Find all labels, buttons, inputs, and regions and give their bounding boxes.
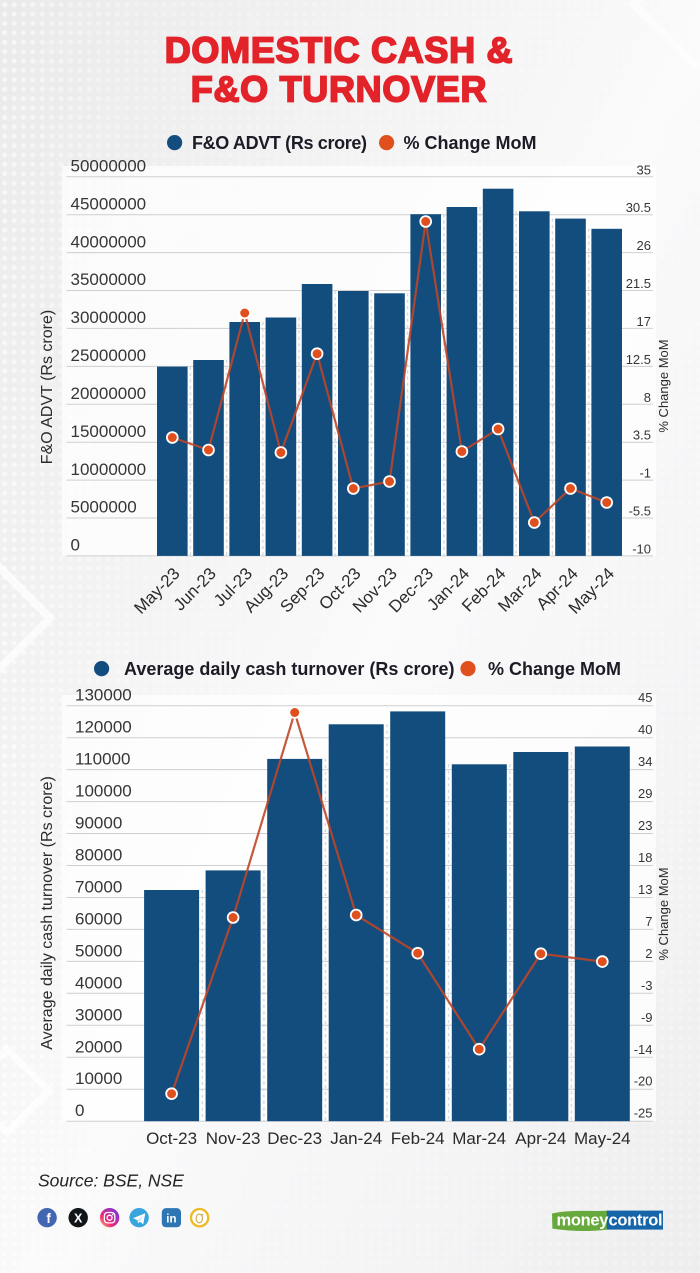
svg-text:Dec-23: Dec-23 [267, 1129, 322, 1148]
svg-text:Source: BSE, NSE: Source: BSE, NSE [38, 1171, 184, 1191]
svg-text:13: 13 [638, 882, 652, 897]
svg-text:80000: 80000 [75, 846, 122, 865]
svg-text:21.5: 21.5 [626, 276, 651, 291]
svg-text:2: 2 [645, 946, 652, 961]
svg-text:Oct-23: Oct-23 [146, 1129, 197, 1148]
svg-text:10000: 10000 [75, 1069, 122, 1088]
svg-text:18: 18 [638, 850, 652, 865]
svg-text:30.5: 30.5 [626, 200, 651, 215]
svg-text:40000000: 40000000 [71, 232, 147, 251]
svg-text:120000: 120000 [75, 718, 132, 737]
svg-text:29: 29 [638, 786, 652, 801]
svg-text:X: X [74, 1211, 83, 1225]
svg-text:control: control [609, 1211, 663, 1229]
svg-text:f: f [46, 1211, 51, 1226]
svg-text:-5.5: -5.5 [629, 504, 651, 519]
svg-text:-3: -3 [641, 978, 653, 993]
svg-text:0: 0 [75, 1101, 84, 1120]
svg-text:60000: 60000 [75, 909, 122, 928]
svg-text:70000: 70000 [75, 878, 122, 897]
svg-text:40000: 40000 [75, 973, 122, 992]
svg-text:-10: -10 [632, 541, 651, 556]
svg-text:3.5: 3.5 [633, 428, 651, 443]
svg-text:Average daily cash turnover (R: Average daily cash turnover (Rs crore) [39, 776, 56, 1050]
svg-text:8: 8 [644, 390, 651, 405]
svg-text:Mar-24: Mar-24 [452, 1129, 506, 1148]
svg-text:-9: -9 [641, 1010, 653, 1025]
svg-text:30000: 30000 [75, 1005, 122, 1024]
svg-text:35000000: 35000000 [71, 270, 147, 289]
svg-text:17: 17 [637, 314, 651, 329]
svg-text:-1: -1 [639, 466, 651, 481]
svg-text:35: 35 [637, 162, 651, 177]
svg-text:15000000: 15000000 [71, 422, 147, 441]
svg-text:5000000: 5000000 [71, 498, 137, 517]
svg-text:F&O ADVT (Rs crore): F&O ADVT (Rs crore) [39, 310, 56, 464]
svg-text:50000: 50000 [75, 941, 122, 960]
svg-text:-14: -14 [634, 1042, 653, 1057]
svg-text:110000: 110000 [75, 750, 130, 769]
svg-text:Nov-23: Nov-23 [206, 1129, 261, 1148]
svg-text:25000000: 25000000 [71, 346, 147, 365]
svg-text:DOMESTIC CASH &: DOMESTIC CASH & [165, 30, 514, 71]
svg-text:% Change MoM: % Change MoM [656, 867, 671, 960]
svg-text:12.5: 12.5 [626, 352, 651, 367]
svg-text:money: money [557, 1211, 610, 1229]
svg-text:100000: 100000 [75, 782, 132, 801]
svg-text:130000: 130000 [75, 686, 132, 705]
svg-text:Feb-24: Feb-24 [391, 1129, 445, 1148]
svg-text:45000000: 45000000 [71, 194, 147, 213]
svg-text:Jan-24: Jan-24 [330, 1129, 382, 1148]
svg-text:26: 26 [637, 238, 651, 253]
svg-text:90000: 90000 [75, 814, 122, 833]
svg-text:50000000: 50000000 [71, 157, 147, 176]
svg-text:0: 0 [71, 536, 80, 555]
svg-text:30000000: 30000000 [71, 308, 147, 327]
svg-text:10000000: 10000000 [71, 460, 147, 479]
svg-text:Average daily cash turnover (R: Average daily cash turnover (Rs crore) [124, 659, 454, 679]
svg-text:in: in [166, 1214, 176, 1226]
svg-text:7: 7 [645, 914, 652, 929]
svg-text:40: 40 [638, 722, 652, 737]
svg-text:23: 23 [638, 818, 652, 833]
svg-text:34: 34 [638, 754, 652, 769]
svg-text:% Change MoM: % Change MoM [488, 659, 621, 679]
svg-text:May-24: May-24 [574, 1129, 631, 1148]
svg-text:-25: -25 [634, 1106, 653, 1121]
svg-text:May-23: May-23 [130, 564, 183, 618]
svg-text:45: 45 [638, 690, 652, 705]
svg-text:% Change MoM: % Change MoM [656, 339, 671, 432]
svg-text:-20: -20 [634, 1074, 653, 1089]
svg-text:20000000: 20000000 [71, 384, 147, 403]
svg-text:% Change MoM: % Change MoM [404, 133, 537, 153]
svg-text:F&O TURNOVER: F&O TURNOVER [191, 69, 487, 110]
svg-text:Apr-24: Apr-24 [515, 1129, 566, 1148]
svg-text:20000: 20000 [75, 1037, 122, 1056]
svg-text:F&O ADVT (Rs crore): F&O ADVT (Rs crore) [192, 133, 367, 153]
